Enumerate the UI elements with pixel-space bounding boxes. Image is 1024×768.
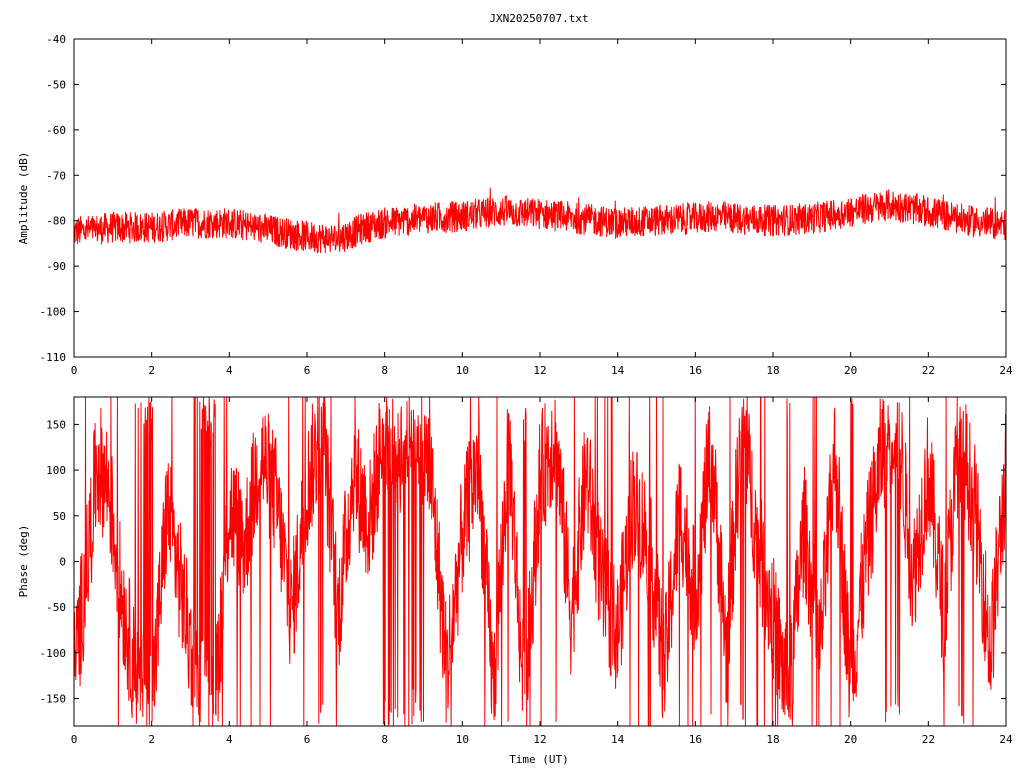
y-tick-label: -150 xyxy=(40,693,67,706)
y-tick-label: -60 xyxy=(46,124,66,137)
x-tick-label: 14 xyxy=(611,733,625,746)
x-tick-label: 22 xyxy=(922,364,935,377)
amplitude-panel: Amplitude (dB) 0 2 4 6 8 10 12 14 16 18 20 22 24-40-… xyxy=(17,33,1013,377)
x-tick-label: 2 xyxy=(148,733,155,746)
x-tick-label: 18 xyxy=(766,364,779,377)
y-tick-label: -100 xyxy=(40,647,67,660)
phase-y-axis-label: Phase (deg) xyxy=(17,525,30,598)
phase-panel: Phase (deg) Time (UT) 0 2 4 6 8 10 12 14 16 18 20 2… xyxy=(17,396,1013,766)
x-tick-label: 4 xyxy=(226,364,233,377)
x-tick-label: 2 xyxy=(148,364,155,377)
x-tick-label: 12 xyxy=(533,364,546,377)
chart-title: JXN20250707.txt xyxy=(489,12,588,25)
x-tick-label: 20 xyxy=(844,733,857,746)
x-tick-label: 8 xyxy=(381,364,388,377)
phase-series-line xyxy=(73,396,1007,727)
x-tick-label: 0 xyxy=(71,733,78,746)
amplitude-y-axis-label: Amplitude (dB) xyxy=(17,152,30,245)
amplitude-series-line xyxy=(73,187,1007,254)
x-tick-label: 14 xyxy=(611,364,625,377)
y-tick-label: 100 xyxy=(46,464,66,477)
y-tick-label: 0 xyxy=(59,556,66,569)
y-tick-label: 50 xyxy=(53,510,66,523)
x-tick-label: 4 xyxy=(226,733,233,746)
y-tick-label: 150 xyxy=(46,418,66,431)
x-tick-label: 16 xyxy=(689,733,702,746)
y-tick-label: -100 xyxy=(40,306,67,319)
x-tick-label: 10 xyxy=(456,733,469,746)
y-tick-label: -50 xyxy=(46,78,66,91)
x-tick-label: 10 xyxy=(456,364,469,377)
y-tick-label: -90 xyxy=(46,260,66,273)
y-tick-label: -110 xyxy=(40,351,67,364)
y-tick-label: -80 xyxy=(46,215,66,228)
x-tick-label: 6 xyxy=(304,364,311,377)
phase-x-axis-label: Time (UT) xyxy=(509,753,569,766)
y-tick-label: -50 xyxy=(46,601,66,614)
x-tick-label: 12 xyxy=(533,733,546,746)
x-tick-label: 20 xyxy=(844,364,857,377)
x-tick-label: 8 xyxy=(381,733,388,746)
y-tick-label: -70 xyxy=(46,169,66,182)
x-tick-label: 22 xyxy=(922,733,935,746)
x-tick-label: 24 xyxy=(999,364,1013,377)
x-tick-label: 0 xyxy=(71,364,78,377)
y-tick-label: -40 xyxy=(46,33,66,46)
x-tick-label: 16 xyxy=(689,364,702,377)
x-tick-label: 18 xyxy=(766,733,779,746)
x-tick-label: 24 xyxy=(999,733,1013,746)
x-tick-label: 6 xyxy=(304,733,311,746)
